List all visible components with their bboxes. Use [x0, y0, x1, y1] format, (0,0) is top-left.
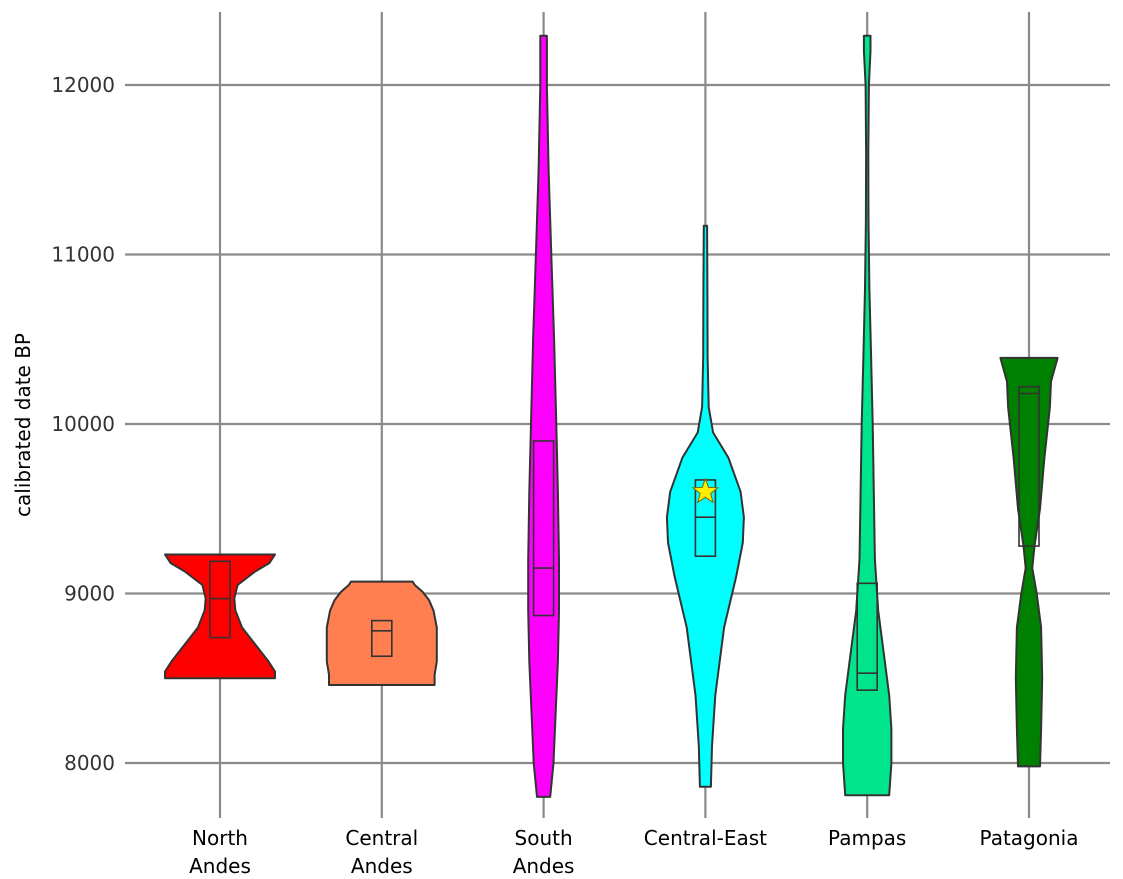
- x-category-label: Central-East: [644, 826, 767, 850]
- star-marker: [691, 477, 720, 504]
- x-category-label: Central Andes: [345, 826, 418, 878]
- y-tick-label: 9000: [64, 582, 115, 606]
- violin: [164, 553, 276, 680]
- violin-body: [665, 224, 745, 788]
- violin: [842, 34, 893, 797]
- violin-body: [999, 356, 1059, 768]
- box: [856, 582, 879, 691]
- violin-body: [325, 580, 438, 686]
- violin: [325, 580, 438, 686]
- box: [370, 619, 393, 658]
- x-category-label: Pampas: [828, 826, 906, 850]
- grid: [125, 12, 1110, 818]
- y-tick-label: 10000: [51, 412, 115, 436]
- violin: [999, 356, 1059, 768]
- y-tick-label: 12000: [51, 73, 115, 97]
- y-tick-label: 11000: [51, 243, 115, 267]
- violin-body: [842, 34, 893, 797]
- x-category-label: South Andes: [513, 826, 575, 878]
- y-axis-title: calibrated date BP: [11, 333, 35, 517]
- box: [532, 440, 555, 617]
- x-category-label: Patagonia: [980, 826, 1079, 850]
- x-category-labels: North Andes Central Andes South Andes Central-…: [189, 826, 1078, 878]
- box: [1018, 385, 1040, 547]
- box: [209, 560, 231, 639]
- y-tick-label: 8000: [64, 751, 115, 775]
- violin-body: [164, 553, 276, 680]
- violin: [665, 224, 745, 788]
- violin: [527, 34, 560, 798]
- violin-body: [527, 34, 560, 798]
- y-tick-labels: 8000 9000 10000 11000 12000: [51, 73, 115, 775]
- x-category-label: North Andes: [189, 826, 251, 878]
- violins: [164, 34, 1059, 798]
